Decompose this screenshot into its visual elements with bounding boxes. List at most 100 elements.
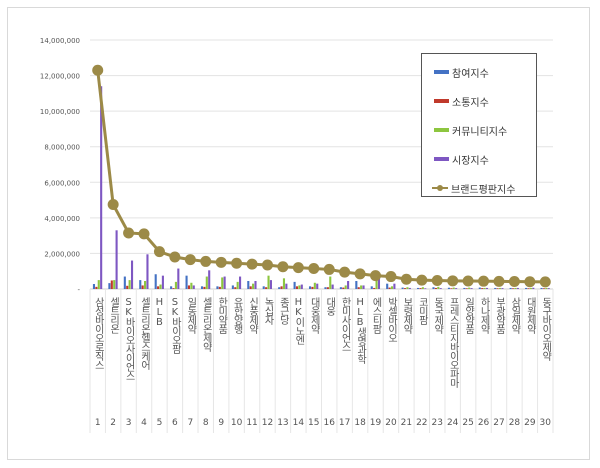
bar (516, 287, 519, 289)
legend-swatch-icon (434, 99, 449, 103)
chart-legend: 참여지수 소통지수 커뮤니티지수 시장지수 브랜드평판지수 (421, 53, 537, 197)
bar (331, 284, 334, 289)
bar (100, 86, 103, 289)
bar (252, 283, 255, 289)
bar (282, 278, 286, 289)
company-label: 부광약품 (493, 297, 505, 334)
bar (485, 287, 489, 289)
bar (249, 286, 252, 289)
company-label: SK바이오팜 (169, 297, 181, 354)
y-tick-label: 14,000,000 (40, 37, 80, 45)
bar (481, 288, 484, 289)
rank-label: 9 (218, 418, 224, 428)
legend-item-community: 커뮤니티지수 (434, 123, 508, 138)
rank-label: 24 (447, 418, 459, 428)
bar (545, 287, 548, 289)
bar (421, 287, 424, 289)
bar (501, 288, 504, 289)
rank-label: 21 (401, 418, 412, 428)
line-marker (107, 199, 119, 211)
company-label: 보령제약 (401, 297, 413, 335)
bar (234, 287, 237, 289)
line-marker (524, 276, 536, 288)
line-marker (323, 263, 335, 275)
bar (329, 276, 332, 289)
rank-label: 15 (308, 418, 319, 428)
rank-label: 29 (524, 418, 536, 428)
bar (187, 285, 191, 289)
bar (417, 287, 420, 289)
line-marker (169, 251, 181, 263)
bar (110, 280, 113, 289)
bar (223, 276, 226, 289)
line-marker (215, 256, 227, 268)
bar (339, 287, 342, 289)
line-marker (246, 258, 258, 270)
bar (218, 286, 221, 289)
rank-label: 28 (509, 418, 521, 428)
bar (247, 280, 250, 289)
line-marker (354, 268, 366, 280)
bar (390, 286, 394, 289)
bar (347, 280, 350, 289)
rank-label: 7 (187, 418, 193, 428)
legend-item-participation: 참여지수 (434, 65, 489, 80)
legend-swatch-icon (434, 70, 449, 74)
rank-label: 11 (246, 418, 257, 428)
legend-swatch-icon (434, 128, 449, 132)
bar (128, 280, 131, 289)
rank-label: 30 (540, 418, 552, 428)
line-marker (153, 246, 165, 258)
bar (298, 285, 301, 289)
bar (483, 287, 486, 289)
bar (267, 275, 270, 289)
line-marker (493, 275, 505, 287)
bar (344, 285, 347, 289)
company-label: 삼성바이오로직스 (92, 297, 104, 369)
rank-label: 23 (432, 418, 443, 428)
line-marker (447, 275, 459, 287)
company-label: HK이노엔 (293, 297, 305, 345)
bar (455, 288, 458, 289)
bar (540, 287, 543, 289)
rank-label: 22 (416, 418, 427, 428)
rank-label: 20 (385, 418, 397, 428)
bar (172, 288, 175, 289)
line-marker (138, 228, 150, 240)
line-marker (92, 64, 104, 76)
bar (316, 283, 319, 289)
bar (205, 276, 208, 289)
bar (360, 285, 363, 289)
rank-label: 13 (277, 418, 288, 428)
legend-label: 커뮤니티지수 (452, 126, 508, 138)
rank-label: 1 (95, 418, 101, 428)
bar (115, 230, 118, 289)
bar (509, 287, 512, 289)
legend-label: 시장지수 (452, 155, 489, 167)
bar (386, 283, 389, 289)
rank-label: 27 (493, 418, 504, 428)
legend-label: 소통지수 (452, 97, 489, 109)
bar (146, 254, 149, 289)
bar (434, 287, 437, 289)
line-marker (431, 274, 443, 286)
line-marker (308, 263, 320, 275)
y-tick-label: - (77, 286, 80, 294)
bar (542, 288, 545, 289)
bar (342, 287, 345, 289)
bar (293, 281, 296, 289)
x-axis-labels: 삼성바이오로직스 1 셀트리온 2 SK바이오사이언스 3 셀트리온헬스케어 4 HLB 5 SK바… (89, 289, 554, 433)
rank-label: 18 (354, 418, 366, 428)
bar (450, 288, 453, 289)
company-label: 박셀바이오 (385, 297, 397, 342)
line-marker (292, 262, 304, 274)
bar (437, 286, 440, 289)
line-marker (400, 273, 412, 285)
bar (221, 277, 224, 289)
bar (236, 281, 239, 289)
bar (157, 286, 160, 289)
bar (529, 287, 532, 289)
y-tick-label: 8,000,000 (44, 144, 80, 152)
line-marker (416, 274, 428, 286)
